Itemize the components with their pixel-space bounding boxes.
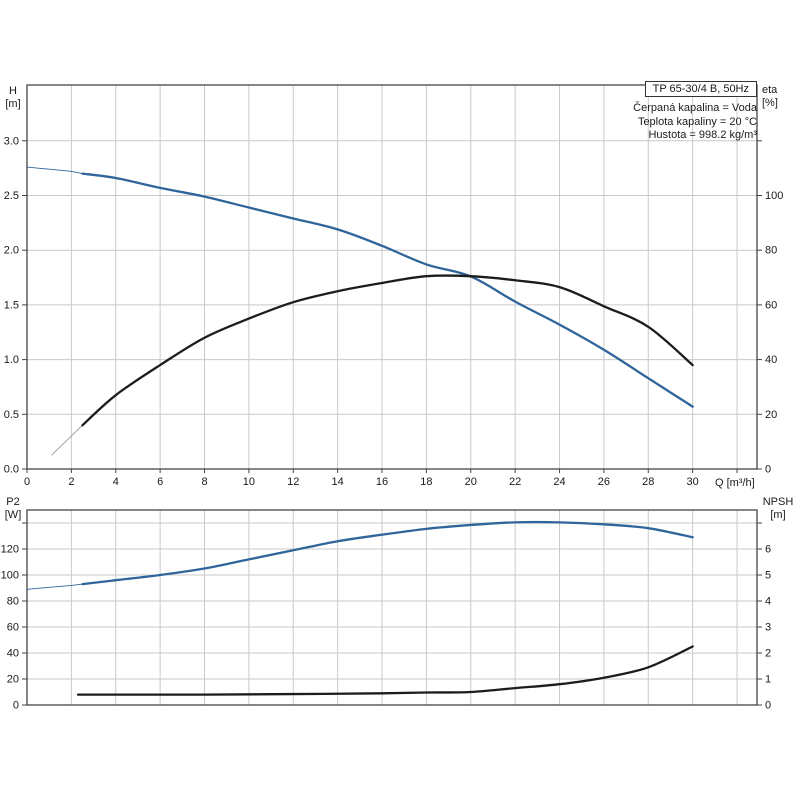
power-axis-unit: [W] — [4, 508, 22, 521]
left-axis-title-power: P2 [W] — [0, 496, 26, 521]
x-tick-label: 6 — [157, 476, 163, 488]
right-tick-label: 1 — [765, 674, 771, 686]
power-curve-path — [81, 520, 694, 586]
right-tick-label: 60 — [765, 299, 777, 311]
x-tick-label: 20 — [465, 476, 477, 488]
axis-ticks — [22, 140, 762, 473]
eta-axis-unit: [%] — [762, 96, 778, 109]
head-axis-label: H — [9, 85, 17, 97]
plot-frame — [26, 84, 758, 470]
left-tick-label: 2.5 — [4, 190, 19, 202]
right-tick-label: 5 — [765, 570, 771, 582]
right-tick-label: 0 — [765, 700, 771, 712]
right-tick-label: 4 — [765, 596, 771, 608]
plot-frame — [26, 509, 758, 706]
right-tick-label: 100 — [765, 190, 783, 202]
qh-eta-plot: 0 2 4 6 8 10 12 14 16 18 20 22 24 26 28 300.00.51.01.52… — [4, 84, 784, 488]
left-tick-label: 120 — [1, 544, 19, 556]
gridlines — [27, 510, 757, 705]
left-tick-label: 60 — [7, 622, 19, 634]
annotation-liquid-temperature: Teplota kapaliny = 20 °C — [637, 115, 757, 128]
left-tick-label: 2.0 — [4, 245, 19, 257]
x-tick-label: 14 — [332, 476, 344, 488]
right-tick-label: 6 — [765, 544, 771, 556]
left-tick-label: 80 — [7, 596, 19, 608]
p2-npsh-plot: 0 20 40 60 80 100 120 0 1 2 3 4 5 6 — [1, 509, 771, 712]
left-tick-label: 40 — [7, 648, 19, 660]
x-tick-label: 24 — [553, 476, 565, 488]
pump-model-title-box: TP 65-30/4 B, 50Hz — [644, 81, 757, 97]
npsh-axis-label: NPSH — [762, 496, 794, 508]
left-tick-label: 1.5 — [4, 299, 19, 311]
head-curve-lead-in — [26, 166, 83, 175]
liquid-annotations: Čerpaná kapalina = Voda Teplota kapaliny… — [633, 102, 757, 143]
left-tick-label: 3.0 — [4, 135, 19, 147]
right-axis-title-npsh: NPSH [m] — [756, 496, 800, 521]
x-tick-label: 0 — [24, 476, 30, 488]
x-axis-title-flow: Q [m³/h] — [715, 477, 755, 489]
axis-tick-labels: 0 2 4 6 8 10 12 14 16 18 20 22 24 26 28 300.00.51.01.52… — [4, 135, 784, 488]
x-tick-label: 8 — [201, 476, 207, 488]
eta-axis-label: eta — [762, 84, 778, 96]
x-tick-label: 4 — [113, 476, 119, 488]
efficiency-curve-path — [81, 274, 694, 427]
x-tick-label: 10 — [243, 476, 255, 488]
right-tick-label: 0 — [765, 464, 771, 476]
gridlines — [27, 85, 757, 469]
right-tick-label: 2 — [765, 648, 771, 660]
right-tick-label: 20 — [765, 409, 777, 421]
left-axis-title-head: H [m] — [0, 85, 26, 110]
x-tick-label: 30 — [687, 476, 699, 488]
right-axis-title-eta: eta [%] — [762, 84, 792, 109]
x-tick-label: 18 — [420, 476, 432, 488]
axis-tick-labels: 0 20 40 60 80 100 120 0 1 2 3 4 5 6 — [1, 544, 771, 712]
npsh-axis-unit: [m] — [770, 508, 786, 521]
power-curve-lead-in — [26, 583, 83, 590]
right-tick-label: 80 — [765, 245, 777, 257]
left-tick-label: 1.0 — [4, 354, 19, 366]
left-tick-label: 0 — [13, 700, 19, 712]
x-tick-label: 26 — [598, 476, 610, 488]
right-tick-label: 3 — [765, 622, 771, 634]
x-tick-label: 28 — [642, 476, 654, 488]
x-tick-label: 12 — [287, 476, 299, 488]
x-tick-label: 16 — [376, 476, 388, 488]
left-tick-label: 20 — [7, 674, 19, 686]
power-axis-label: P2 — [6, 496, 20, 508]
axis-ticks — [22, 522, 762, 706]
head-axis-unit: [m] — [5, 97, 21, 110]
x-tick-label: 2 — [68, 476, 74, 488]
left-tick-label: 100 — [1, 570, 19, 582]
left-tick-label: 0.0 — [4, 464, 19, 476]
x-tick-label: 22 — [509, 476, 521, 488]
annotation-density: Hustota = 998.2 kg/m³ — [648, 129, 757, 141]
left-tick-label: 0.5 — [4, 409, 19, 421]
annotation-pumped-liquid: Čerpaná kapalina = Voda — [633, 102, 757, 114]
head-curve-path — [81, 172, 694, 408]
pump-model-title: TP 65-30/4 B, 50Hz — [652, 83, 749, 95]
npsh-curve-path — [76, 645, 694, 696]
right-tick-label: 40 — [765, 354, 777, 366]
efficiency-curve-lead-in — [51, 424, 83, 456]
